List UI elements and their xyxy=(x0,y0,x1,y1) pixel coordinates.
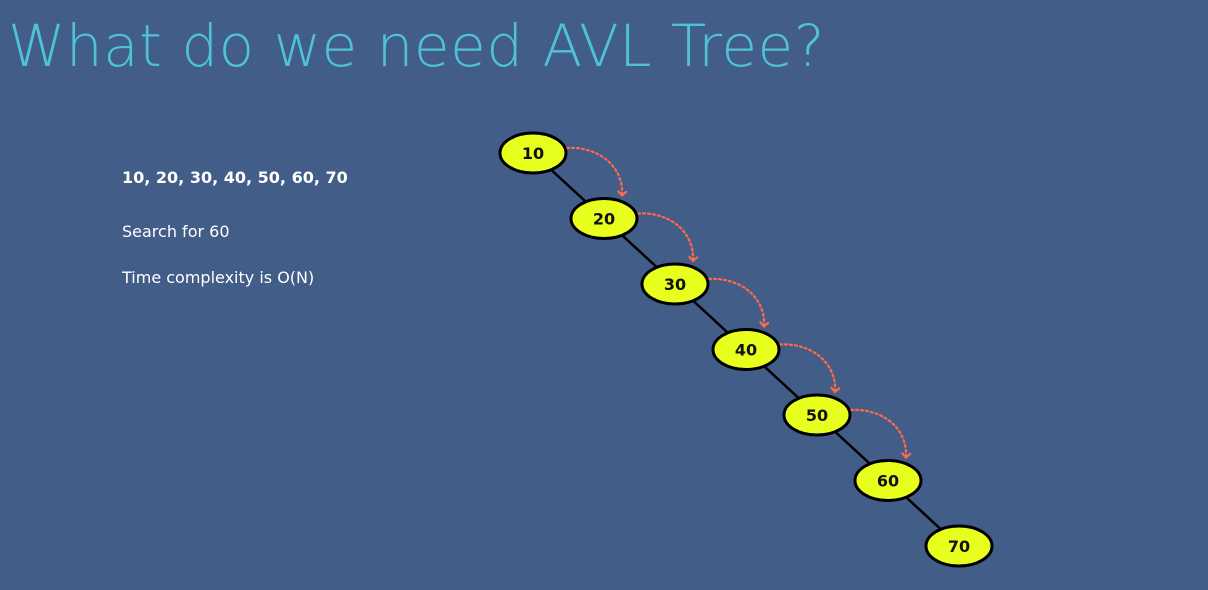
node-label: 40 xyxy=(735,341,757,360)
node-label: 60 xyxy=(877,472,899,491)
node-label: 30 xyxy=(664,275,686,294)
tree-node-50: 50 xyxy=(782,393,852,437)
search-arrow-20-30 xyxy=(636,212,693,261)
nodes-layer: 10 20 30 40 50 60 70 xyxy=(498,131,994,568)
tree-node-60: 60 xyxy=(853,459,923,502)
node-ellipse xyxy=(853,459,923,502)
node-label: 70 xyxy=(948,537,970,556)
tree-node-20: 20 xyxy=(569,197,639,240)
node-ellipse xyxy=(498,131,568,175)
node-label: 50 xyxy=(806,406,828,425)
node-ellipse xyxy=(569,197,639,240)
search-arrow-30-40 xyxy=(707,277,764,327)
search-text: Search for 60 xyxy=(122,222,230,241)
tree-node-70: 70 xyxy=(924,524,994,568)
sequence-text: 10, 20, 30, 40, 50, 60, 70 xyxy=(122,168,348,187)
node-label: 20 xyxy=(593,210,615,229)
slide-title: What do we need AVL Tree? xyxy=(8,12,826,80)
search-arrow-40-50 xyxy=(778,343,835,392)
complexity-text: Time complexity is O(N) xyxy=(122,268,315,287)
tree-node-40: 40 xyxy=(711,328,781,371)
node-ellipse xyxy=(640,262,710,306)
search-arrows-layer xyxy=(565,146,906,458)
search-arrow-10-20 xyxy=(565,146,622,196)
node-ellipse xyxy=(782,393,852,437)
text-block: 10, 20, 30, 40, 50, 60, 70 Search for 60… xyxy=(122,166,348,312)
search-arrow-50-60 xyxy=(849,408,906,458)
node-ellipse xyxy=(711,328,781,371)
node-ellipse xyxy=(924,524,994,568)
tree-node-30: 30 xyxy=(640,262,710,306)
node-label: 10 xyxy=(522,144,544,163)
tree-node-10: 10 xyxy=(498,131,568,175)
